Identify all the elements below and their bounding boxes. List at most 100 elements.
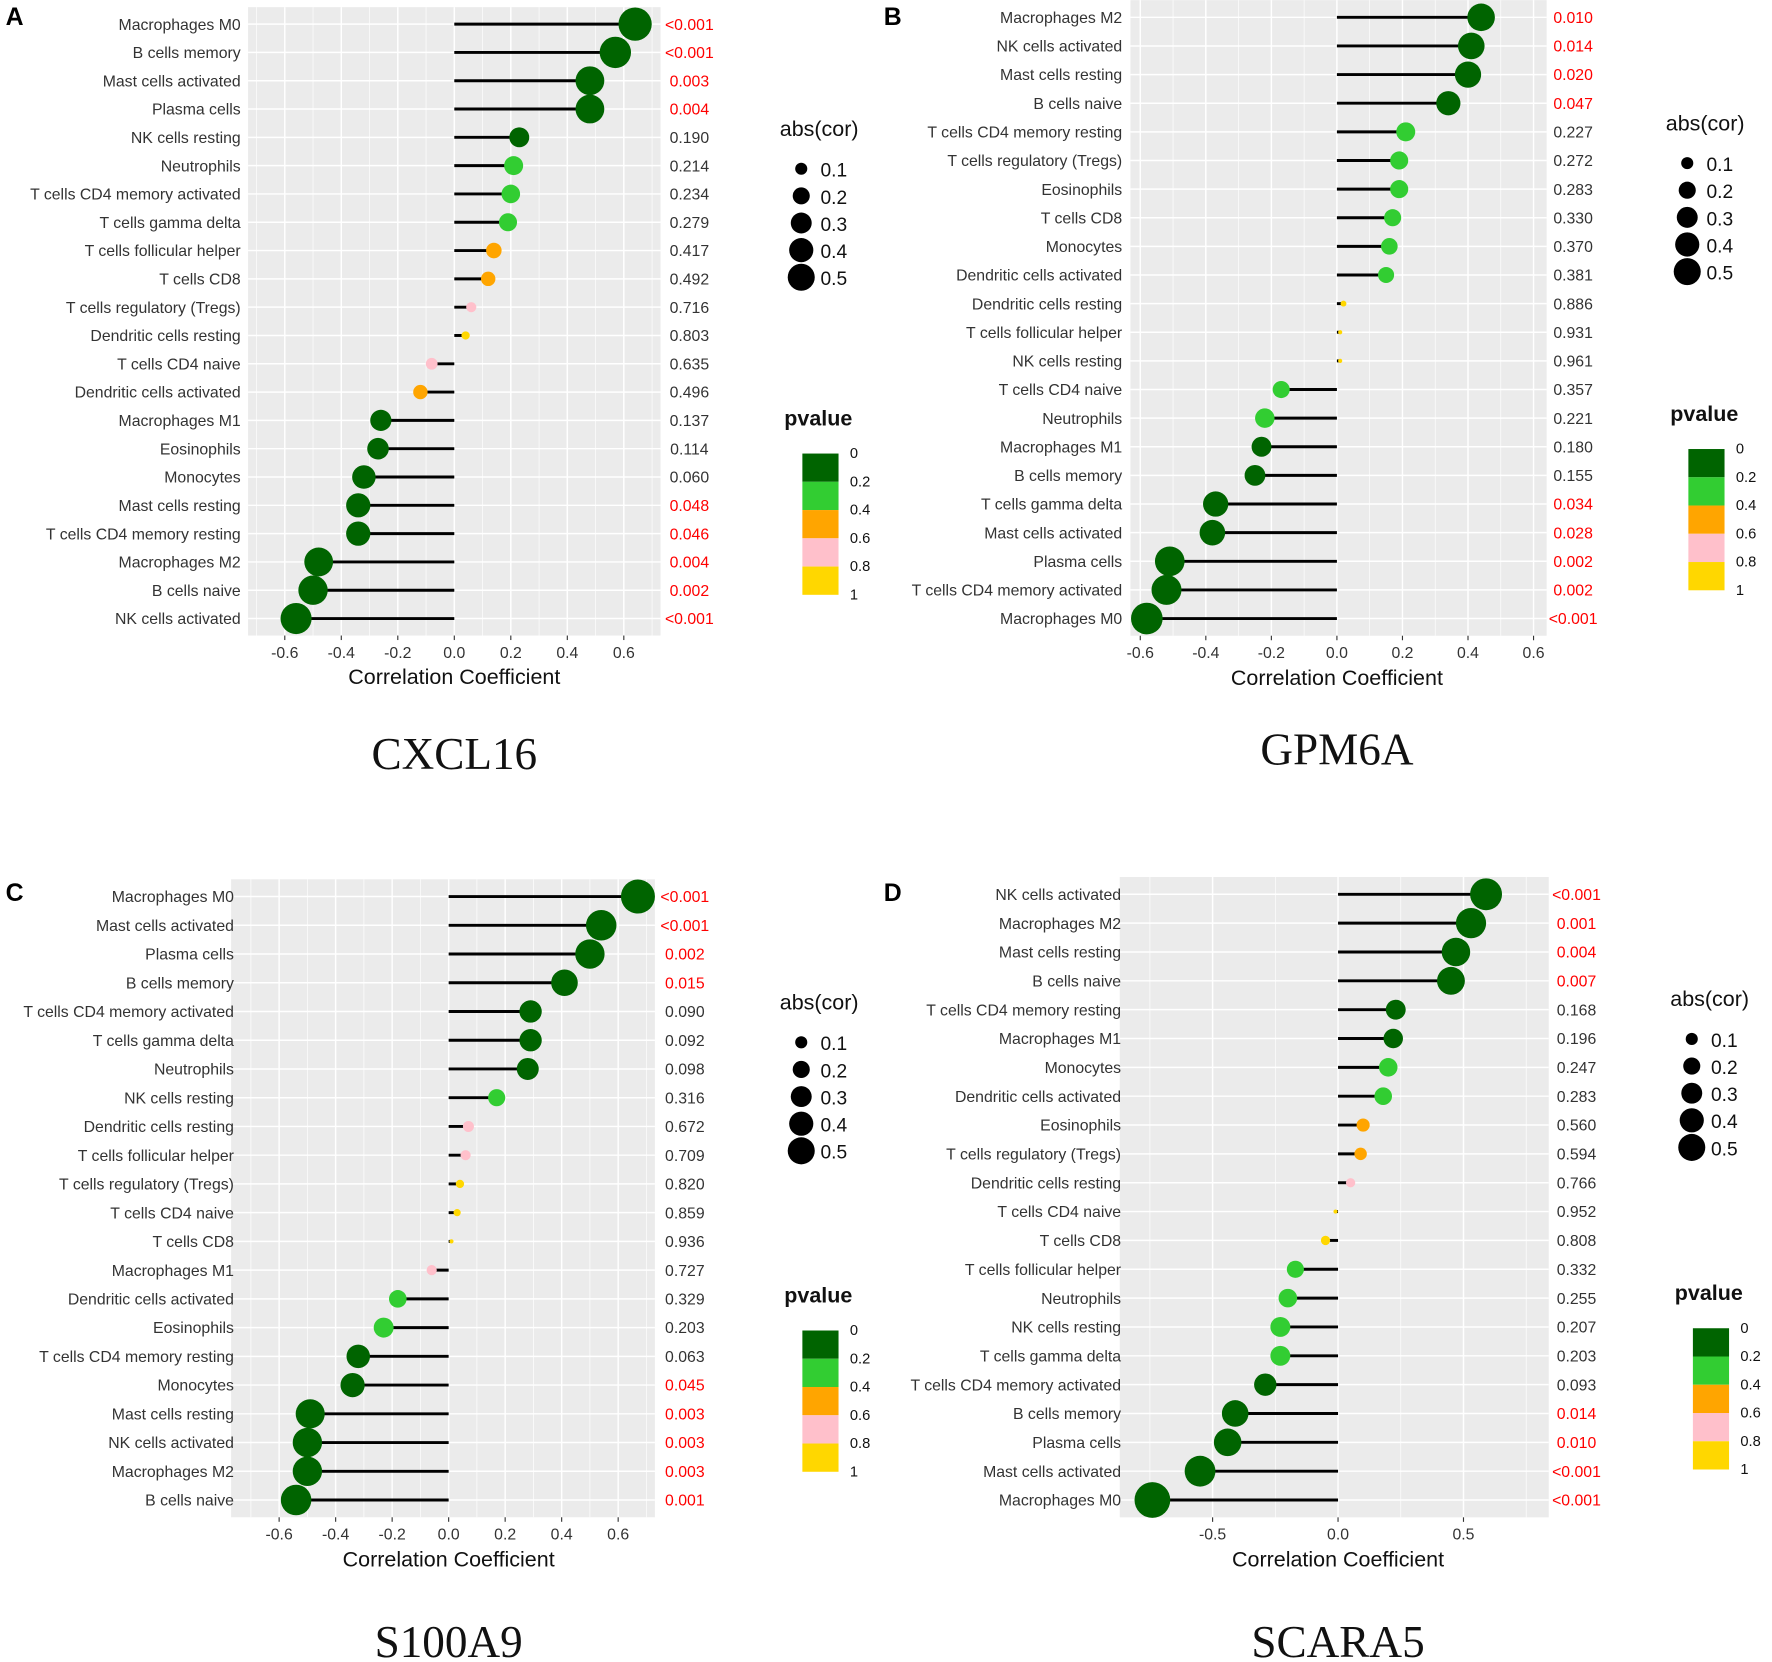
pvalue-label: 0.060 — [670, 470, 710, 487]
lollipop-dot — [1340, 300, 1347, 307]
lollipop-dot — [1437, 966, 1465, 995]
pvalue-label: 0.381 — [1553, 268, 1593, 285]
lollipop-dot — [373, 1317, 394, 1338]
category-label: T cells CD8 — [159, 272, 241, 289]
lollipop-dot — [370, 409, 392, 431]
pvalue-label: 0.214 — [670, 158, 710, 175]
lollipop-dot — [1356, 1118, 1370, 1132]
category-label: NK cells resting — [131, 130, 241, 147]
size-legend-label: 0.2 — [820, 188, 847, 209]
category-label: Monocytes — [1046, 239, 1123, 256]
lollipop-dot — [1345, 1178, 1356, 1188]
category-label: T cells regulatory (Tregs) — [66, 300, 241, 317]
x-tick-label: 0.6 — [607, 1527, 629, 1544]
category-label: Macrophages M0 — [999, 1493, 1121, 1510]
category-label: Macrophages M0 — [119, 17, 241, 34]
size-legend-dot — [792, 187, 810, 205]
category-label: T cells CD8 — [152, 1234, 234, 1251]
pvalue-color-swatch — [802, 566, 839, 595]
category-label: NK cells resting — [124, 1090, 234, 1107]
category-label: NK cells activated — [995, 887, 1121, 904]
category-label: B cells memory — [126, 975, 234, 992]
category-label: T cells regulatory (Tregs) — [59, 1177, 234, 1194]
pvalue-label: 0.137 — [670, 413, 710, 430]
gene-title: SCARA5 — [1251, 1617, 1424, 1662]
pvalue-color-swatch — [1692, 1413, 1730, 1442]
pvalue-legend: pvalue 0 0.2 0.4 0.6 0.8 1 — [784, 1283, 870, 1480]
pvalue-label: <0.001 — [660, 918, 709, 935]
x-axis-label: Correlation Coefficient — [1232, 1548, 1444, 1572]
lollipop-dot — [1251, 436, 1272, 457]
x-tick-label: -0.2 — [384, 645, 411, 662]
category-label: Dendritic cells activated — [75, 385, 241, 402]
pvalue-label: 0.047 — [1553, 96, 1593, 113]
category-label: T cells CD4 memory activated — [30, 187, 241, 204]
lollipop-dot — [1374, 1087, 1393, 1106]
category-label: B cells naive — [1033, 96, 1122, 113]
lollipop-dot — [1270, 1316, 1291, 1337]
lollipop-dot — [426, 1265, 437, 1276]
size-legend-dot — [790, 212, 812, 234]
size-legend-label: 0.5 — [820, 269, 847, 290]
size-legend-dot — [1678, 1133, 1706, 1161]
panel-letter: A — [6, 3, 24, 31]
category-label: Neutrophils — [1041, 1291, 1121, 1308]
size-legend-label: 0.4 — [1711, 1112, 1738, 1133]
size-legend-title: abs(cor) — [1666, 111, 1745, 135]
category-label: B cells naive — [145, 1493, 234, 1510]
pvalue-label: 0.002 — [670, 583, 710, 600]
size-legend-dot — [1681, 157, 1694, 170]
pvalue-label: 0.357 — [1553, 382, 1593, 399]
pvalue-label: 0.015 — [665, 975, 705, 992]
category-label: T cells CD4 naive — [997, 1204, 1121, 1221]
lollipop-dot — [575, 939, 605, 969]
lollipop-dot — [1221, 1400, 1249, 1427]
category-label: Neutrophils — [154, 1062, 234, 1079]
category-label: Neutrophils — [161, 158, 241, 175]
lollipop-dot — [460, 1150, 471, 1161]
pvalue-label: 0.048 — [670, 498, 710, 515]
category-label: Dendritic cells activated — [68, 1292, 234, 1309]
category-label: T cells gamma delta — [100, 215, 241, 232]
category-label: Eosinophils — [160, 441, 241, 458]
x-tick-label: 0.4 — [551, 1527, 573, 1544]
category-label: T cells CD4 memory resting — [927, 124, 1122, 141]
pvalue-label: 0.255 — [1557, 1291, 1597, 1308]
size-legend-dot — [1675, 232, 1700, 257]
category-label: NK cells activated — [108, 1435, 234, 1452]
pvalue-color-swatch — [802, 1443, 839, 1472]
lollipop-dot — [295, 1399, 325, 1429]
lollipop-dot — [346, 521, 371, 546]
pvalue-legend-label: 0.2 — [1740, 1349, 1760, 1365]
size-legend-dot — [1683, 1057, 1701, 1075]
category-label: T cells regulatory (Tregs) — [946, 1147, 1121, 1164]
pvalue-legend-label: 1 — [1740, 1462, 1748, 1478]
category-label: T cells gamma delta — [93, 1033, 234, 1050]
pvalue-label: <0.001 — [1552, 887, 1601, 904]
pvalue-legend-label: 0.6 — [1740, 1406, 1760, 1422]
lollipop-dot — [1390, 151, 1409, 170]
pvalue-label: 0.709 — [665, 1148, 705, 1165]
category-label: Mast cells activated — [984, 525, 1122, 542]
category-label: T cells CD4 naive — [110, 1205, 234, 1222]
lollipop-dot — [352, 465, 376, 489]
x-tick-label: 0.2 — [1391, 645, 1413, 662]
x-tick-label: -0.4 — [322, 1527, 349, 1544]
pvalue-legend-label: 0.2 — [850, 474, 870, 490]
pvalue-color-swatch — [1692, 1328, 1730, 1357]
size-legend-label: 0.3 — [1711, 1085, 1738, 1106]
lollipop-dot — [1244, 465, 1266, 486]
lollipop-dot — [461, 331, 470, 340]
pvalue-label: 0.227 — [1553, 124, 1593, 141]
pvalue-label: 0.330 — [1553, 210, 1593, 227]
category-label: T cells CD4 memory resting — [926, 1002, 1121, 1019]
pvalue-label: 0.283 — [1553, 182, 1593, 199]
size-legend-label: 0.4 — [820, 1116, 847, 1137]
category-label: Monocytes — [1045, 1060, 1122, 1077]
pvalue-label: <0.001 — [1552, 1493, 1601, 1510]
category-label: Plasma cells — [152, 102, 241, 119]
category-label: Monocytes — [164, 470, 241, 487]
pvalue-label: 0.820 — [665, 1177, 705, 1194]
lollipop-dot — [292, 1427, 323, 1458]
